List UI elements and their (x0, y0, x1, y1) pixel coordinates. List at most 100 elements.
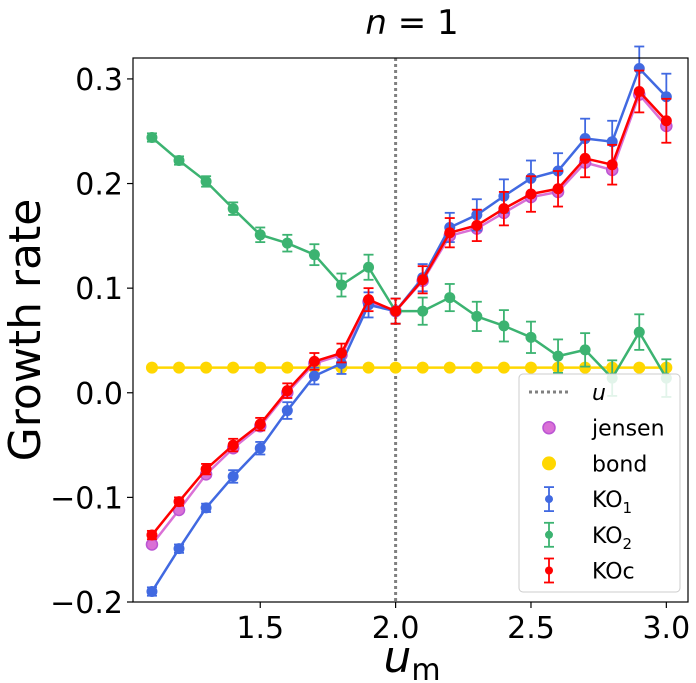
data-point (498, 203, 510, 215)
x-axis-title: um (383, 632, 440, 683)
data-point (525, 331, 537, 343)
legend-label-text: KO (592, 488, 623, 513)
x-tick-label: 2.0 (372, 611, 420, 646)
data-point (254, 418, 266, 430)
legend-label: KO1 (592, 488, 632, 517)
legend-swatch-bond (542, 456, 556, 471)
legend-label-text: bond (592, 452, 647, 477)
title-rest: = 1 (387, 3, 459, 43)
data-point (145, 361, 158, 374)
data-point (335, 279, 347, 291)
series-line-ko2 (151, 136, 668, 380)
plot-frame (132, 57, 689, 603)
legend-swatch-dot (545, 530, 553, 539)
data-point (363, 261, 375, 273)
data-point (173, 155, 185, 167)
legend-swatch-dot (545, 495, 553, 504)
series-ko2 (146, 132, 672, 398)
data-point (146, 529, 158, 541)
data-point (308, 370, 320, 382)
legend-label-text: u (592, 381, 606, 406)
data-point (470, 361, 483, 374)
chart-title: n = 1 (365, 3, 458, 43)
legend-label: KOc (592, 560, 635, 585)
series-layer (145, 45, 673, 598)
data-point (660, 115, 672, 127)
legend-label-subscript: 2 (623, 535, 633, 553)
data-point (335, 347, 347, 359)
data-point (497, 361, 510, 374)
data-point (606, 159, 618, 171)
legend-swatch-dot (545, 566, 553, 575)
data-point (471, 219, 483, 231)
data-point (443, 361, 456, 374)
data-point (254, 361, 267, 374)
data-point (362, 361, 375, 374)
data-point (552, 183, 564, 195)
legend-label-text: KOc (592, 560, 635, 585)
data-point (254, 442, 266, 454)
legend-label-text: KO (592, 524, 623, 549)
data-point (390, 305, 402, 317)
y-tick-label: −0.1 (50, 481, 123, 516)
data-point (281, 361, 294, 374)
data-point (633, 326, 645, 338)
data-point (444, 292, 456, 304)
data-point (308, 249, 320, 261)
data-point (173, 361, 186, 374)
data-point (227, 439, 239, 451)
data-point (281, 385, 293, 397)
axis-ticks: 1.5 2.0 2.5 3.0 −0.2 −0.1 0.0 0.1 0.2 0.3 (50, 63, 690, 646)
data-point (417, 305, 429, 317)
data-point (146, 132, 158, 144)
x-axis-title-sub: m (411, 653, 440, 683)
y-tick-label: 0.0 (75, 377, 123, 412)
data-point (444, 227, 456, 239)
y-tick-label: 0.2 (75, 168, 123, 203)
data-point (145, 538, 159, 551)
data-point (417, 274, 429, 286)
title-n: n (365, 3, 387, 43)
x-axis-title-u: u (383, 632, 411, 683)
x-tick-label: 3.0 (642, 611, 690, 646)
y-axis-title: Growth rate (0, 199, 51, 462)
data-point (200, 502, 212, 514)
data-point (146, 586, 158, 598)
data-point (173, 543, 185, 555)
data-point (579, 133, 591, 145)
data-point (200, 361, 213, 374)
y-tick-label: 0.1 (75, 272, 123, 307)
data-point (363, 294, 375, 306)
data-point (200, 175, 212, 187)
legend-swatch-jensen (542, 420, 556, 435)
x-tick-label: 2.5 (507, 611, 555, 646)
data-point (633, 85, 645, 97)
legend-label: u (592, 381, 606, 406)
series-koc (146, 69, 672, 541)
data-point (579, 361, 592, 374)
data-point (200, 463, 212, 475)
legend-label-subscript: 1 (623, 499, 633, 517)
data-point (498, 320, 510, 332)
data-point (281, 405, 293, 417)
data-point (281, 237, 293, 249)
legend-label: KO2 (592, 524, 632, 553)
data-point (227, 470, 239, 482)
legend-label-text: jensen (591, 417, 665, 442)
data-point (173, 496, 185, 508)
series-line-koc (150, 90, 668, 536)
legend-label: jensen (591, 417, 665, 442)
data-point (471, 310, 483, 322)
data-point (308, 355, 320, 367)
data-point (552, 350, 564, 362)
legend-box (518, 373, 681, 593)
data-point (633, 361, 646, 374)
data-point (579, 344, 591, 356)
data-point (254, 229, 266, 241)
y-tick-label: 0.3 (75, 63, 123, 98)
data-point (335, 357, 347, 369)
legend-label: bond (592, 452, 647, 477)
data-point (579, 152, 591, 164)
